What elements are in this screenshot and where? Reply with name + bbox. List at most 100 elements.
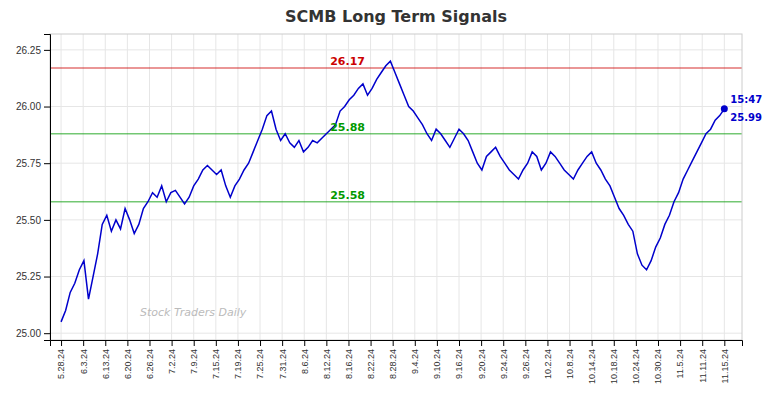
- x-tick-label: 7.15.24: [211, 349, 221, 379]
- x-tick: 9.10.24: [432, 340, 442, 379]
- signal-line: [50, 201, 742, 203]
- x-tick: 9.20.24: [476, 340, 486, 379]
- y-tick-label: 25.25: [16, 271, 41, 282]
- plot-frame: [50, 34, 742, 340]
- x-tick: 8.16.24: [344, 340, 354, 379]
- x-tick-mark: [547, 340, 548, 346]
- x-tick-mark: [149, 340, 150, 346]
- x-tick-mark: [260, 340, 261, 346]
- x-tick: 10.30.24: [653, 340, 663, 384]
- grid-line-y: [50, 219, 742, 220]
- x-tick-mark: [282, 340, 283, 346]
- grid-line-x: [348, 34, 349, 340]
- plot: Stock Traders Daily25.0025.2525.5025.752…: [16, 34, 762, 384]
- title: SCMB Long Term Signals: [285, 7, 507, 26]
- x-tick: 9.16.24: [454, 340, 464, 379]
- y-tick-mark: [44, 107, 50, 108]
- x-axis: 5.28.246.3.246.13.246.20.246.26.247.2.24…: [51, 340, 743, 384]
- x-tick-label: 11.5.24: [675, 349, 685, 378]
- signal-label: 25.58: [330, 189, 365, 202]
- x-tick-label: 6.13.24: [101, 349, 111, 379]
- signal-label: 25.88: [330, 121, 365, 134]
- chart-svg: Stock Traders Daily25.0025.2525.5025.752…: [0, 0, 784, 398]
- x-tick: 7.19.24: [233, 340, 243, 379]
- x-tick-mark: [437, 340, 438, 346]
- grid-line-y: [50, 333, 742, 334]
- annotation-texts: 26.1725.8825.5815:4725.99: [330, 55, 762, 202]
- y-tick: 26.00: [16, 101, 50, 112]
- x-tick-label: 7.19.24: [233, 349, 243, 379]
- y-tick-mark: [44, 163, 50, 164]
- x-tick-label: 9.24.24: [499, 349, 509, 379]
- y-tick: 26.25: [16, 45, 50, 56]
- grid-line-x: [215, 34, 216, 340]
- grid-line-x: [237, 34, 238, 340]
- x-tick-label: 7.25.24: [255, 349, 265, 379]
- grid-line-x: [414, 34, 415, 340]
- grid-line-x: [149, 34, 150, 340]
- x-tick: 7.9.24: [189, 340, 199, 374]
- last-point: [721, 105, 728, 112]
- x-tick-mark: [570, 340, 571, 346]
- x-tick-mark: [172, 340, 173, 346]
- chart-root: Stock Traders Daily25.0025.2525.5025.752…: [0, 0, 784, 398]
- grid-line-x: [702, 34, 703, 340]
- x-tick-label: 6.26.24: [145, 349, 155, 379]
- x-tick-label: 8.16.24: [344, 349, 354, 379]
- x-tick-mark: [348, 340, 349, 346]
- x-tick-mark: [481, 340, 482, 346]
- x-tick-mark: [415, 340, 416, 346]
- signal-line: [50, 67, 742, 69]
- y-tick-label: 26.25: [16, 45, 41, 56]
- x-tick-mark: [724, 340, 725, 346]
- x-tick-label: 9.4.24: [410, 349, 420, 374]
- grid-line-x: [503, 34, 504, 340]
- grid-line-x: [282, 34, 283, 340]
- y-tick-mark: [44, 50, 50, 51]
- y-tick: 25.50: [16, 215, 50, 226]
- grid-line-x: [525, 34, 526, 340]
- x-tick: 8.22.24: [366, 340, 376, 379]
- signal-label: 26.17: [330, 55, 365, 68]
- x-tick: 6.20.24: [123, 340, 133, 379]
- x-tick-label: 6.3.24: [79, 349, 89, 374]
- x-tick-label: 8.22.24: [366, 349, 376, 379]
- watermark: Stock Traders Daily: [140, 306, 247, 319]
- x-tick: 10.18.24: [609, 340, 619, 384]
- x-tick-mark: [658, 340, 659, 346]
- x-tick: 5.28.24: [56, 340, 66, 379]
- grid-line-x: [724, 34, 725, 340]
- y-tick-label: 25.75: [16, 158, 41, 169]
- x-tick-mark: [127, 340, 128, 346]
- x-tick: 11.11.24: [698, 340, 708, 383]
- x-tick-mark: [393, 340, 394, 346]
- x-tick-label: 11.11.24: [698, 349, 708, 383]
- x-tick-label: 8.6.24: [300, 349, 310, 374]
- x-tick-mark: [636, 340, 637, 346]
- grid-line-y: [50, 276, 742, 277]
- y-tick-mark: [44, 220, 50, 221]
- x-tick: 6.3.24: [79, 340, 89, 374]
- grid-line-x: [260, 34, 261, 340]
- grid-line-x: [436, 34, 437, 340]
- grid-line-x: [171, 34, 172, 340]
- x-tick-label: 7.9.24: [189, 349, 199, 374]
- grid-line-x: [569, 34, 570, 340]
- grid: [50, 34, 742, 340]
- x-tick-mark: [304, 340, 305, 346]
- x-tick-label: 10.8.24: [565, 349, 575, 379]
- x-tick-mark: [680, 340, 681, 346]
- x-tick: 8.6.24: [300, 340, 310, 374]
- x-tick-mark: [525, 340, 526, 346]
- last-value-label: 25.99: [730, 112, 762, 123]
- x-tick-label: 10.30.24: [653, 349, 663, 384]
- x-tick-label: 5.28.24: [56, 349, 66, 379]
- y-tick-mark: [44, 333, 50, 334]
- x-tick: 10.2.24: [543, 340, 553, 379]
- x-tick: 11.5.24: [675, 340, 685, 378]
- x-tick: 11.15.24: [720, 340, 730, 383]
- x-tick: 6.13.24: [101, 340, 111, 379]
- x-tick-label: 10.14.24: [587, 349, 597, 384]
- x-tick: 8.12.24: [322, 340, 332, 379]
- x-tick-mark: [592, 340, 593, 346]
